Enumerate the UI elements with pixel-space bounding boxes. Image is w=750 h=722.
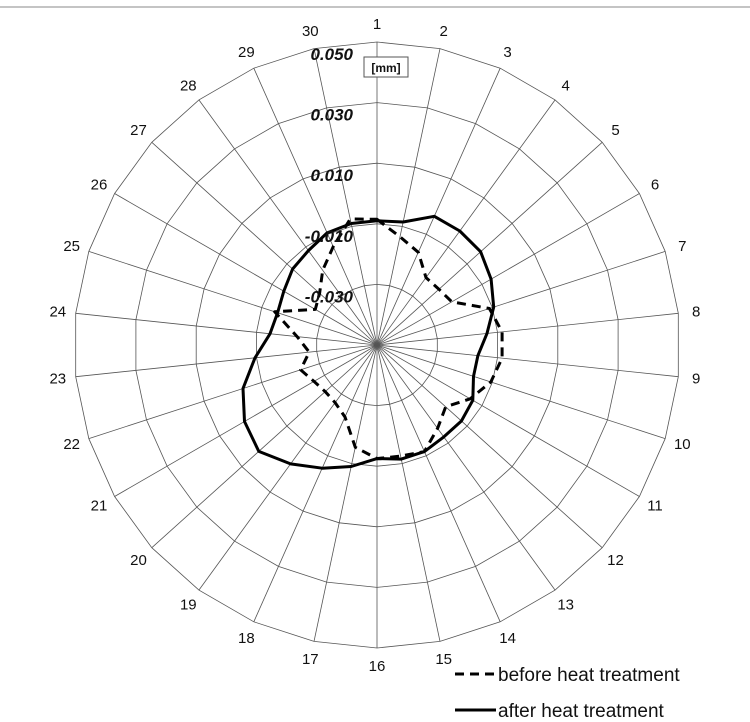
grid-spoke-12 xyxy=(376,344,603,548)
unit-text: [mm] xyxy=(371,61,400,75)
category-label-26: 26 xyxy=(91,177,108,194)
radial-tick-labels: 0.050 0.030 0.010 -0.010 -0.030 [mm] xyxy=(305,45,409,306)
category-label-20: 20 xyxy=(130,552,147,569)
category-label-29: 29 xyxy=(238,44,255,61)
category-label-7: 7 xyxy=(678,238,686,255)
series-layer xyxy=(241,214,504,470)
category-label-6: 6 xyxy=(651,177,659,194)
category-label-28: 28 xyxy=(180,77,197,94)
category-label-8: 8 xyxy=(692,303,700,320)
grid-spoke-17 xyxy=(313,344,378,642)
polar-grid xyxy=(75,41,679,649)
category-label-24: 24 xyxy=(49,303,66,320)
category-label-13: 13 xyxy=(557,597,574,614)
grid-spoke-13 xyxy=(376,344,556,591)
grid-spoke-19 xyxy=(198,344,378,591)
grid-spoke-9 xyxy=(376,344,679,378)
grid-spoke-29 xyxy=(253,68,378,346)
grid-spoke-27 xyxy=(151,142,378,346)
category-label-19: 19 xyxy=(180,597,197,614)
grid-spoke-2 xyxy=(376,48,441,346)
grid-spoke-10 xyxy=(376,344,666,439)
legend-label: after heat treatment xyxy=(498,701,665,722)
radial-label-3: -0.010 xyxy=(305,227,354,246)
category-label-17: 17 xyxy=(302,651,319,668)
category-label-25: 25 xyxy=(63,238,80,255)
category-label-1: 1 xyxy=(373,16,381,33)
grid-spoke-5 xyxy=(376,142,603,346)
grid-spoke-30 xyxy=(313,48,378,346)
radial-label-0: 0.050 xyxy=(310,45,353,64)
grid-spoke-3 xyxy=(376,68,501,346)
grid-spoke-4 xyxy=(376,99,556,346)
category-label-2: 2 xyxy=(440,23,448,40)
radial-label-4: -0.030 xyxy=(305,287,354,306)
category-label-16: 16 xyxy=(369,658,386,675)
grid-spoke-8 xyxy=(376,312,679,346)
category-label-12: 12 xyxy=(607,552,624,569)
category-label-22: 22 xyxy=(63,436,80,453)
legend: before heat treatment after heat treatmen… xyxy=(455,665,680,722)
grid-spoke-25 xyxy=(88,251,378,346)
legend-item-after: after heat treatment xyxy=(455,701,665,722)
grid-spoke-14 xyxy=(376,344,501,622)
unit-box xyxy=(363,56,409,78)
category-label-4: 4 xyxy=(562,77,570,94)
category-label-21: 21 xyxy=(91,498,108,515)
category-label-18: 18 xyxy=(238,630,255,647)
category-label-15: 15 xyxy=(435,651,452,668)
grid-spoke-11 xyxy=(376,344,640,497)
category-label-10: 10 xyxy=(674,436,691,453)
grid-spoke-18 xyxy=(253,344,378,622)
grid-spoke-22 xyxy=(88,344,378,439)
category-label-30: 30 xyxy=(302,23,319,40)
category-label-11: 11 xyxy=(647,498,663,515)
legend-label: before heat treatment xyxy=(498,665,680,686)
category-label-9: 9 xyxy=(692,371,700,388)
series-line-after xyxy=(241,214,496,470)
category-label-27: 27 xyxy=(130,122,147,139)
grid-spoke-23 xyxy=(75,344,378,378)
category-label-23: 23 xyxy=(49,371,66,388)
grid-spoke-6 xyxy=(376,193,640,346)
grid-spoke-26 xyxy=(114,193,378,346)
grid-spoke-7 xyxy=(376,251,666,346)
grid-spoke-24 xyxy=(75,312,378,346)
category-label-3: 3 xyxy=(503,44,511,61)
unit-label: [mm] xyxy=(363,56,409,78)
grid-spoke-15 xyxy=(376,344,441,642)
grid-spoke-20 xyxy=(151,344,378,548)
radial-label-1: 0.030 xyxy=(310,106,353,125)
legend-item-before: before heat treatment xyxy=(455,665,680,686)
category-label-14: 14 xyxy=(499,630,516,647)
category-label-5: 5 xyxy=(611,122,619,139)
radial-label-2: 0.010 xyxy=(310,166,353,185)
grid-spoke-28 xyxy=(198,99,378,346)
category-tick-labels: 1 234567891011121314151617181920212223242… xyxy=(49,16,700,675)
